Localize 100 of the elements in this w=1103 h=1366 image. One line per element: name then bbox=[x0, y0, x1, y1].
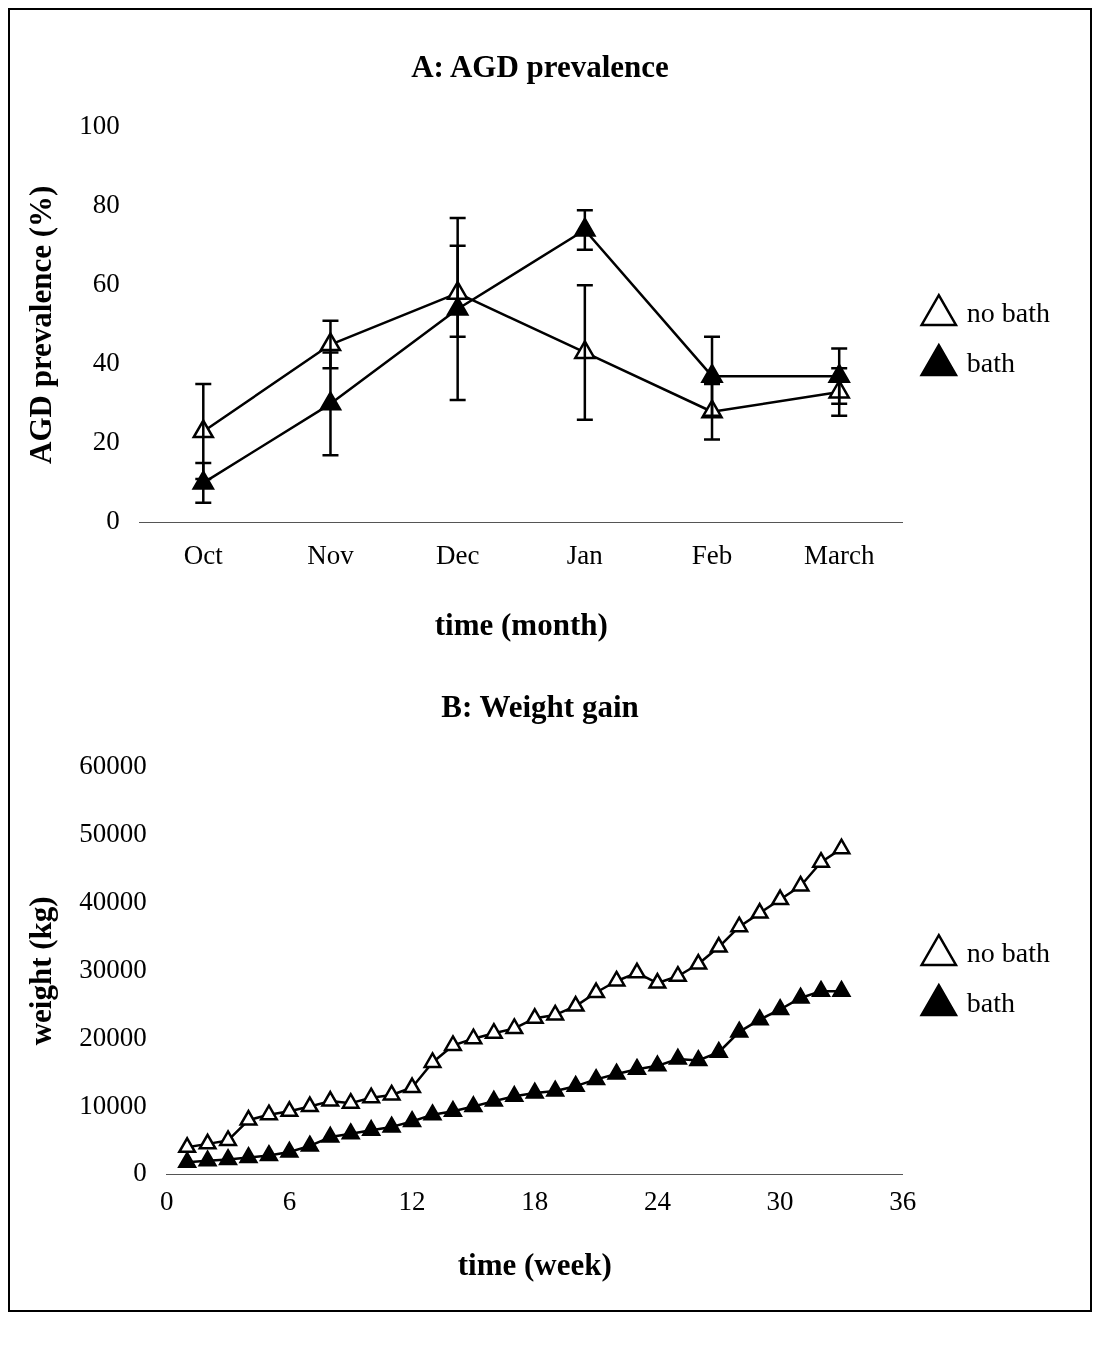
point bbox=[423, 1052, 442, 1069]
point bbox=[239, 1109, 258, 1126]
point bbox=[709, 1041, 728, 1058]
point bbox=[668, 1048, 687, 1065]
point bbox=[280, 1141, 299, 1158]
x-tick-label: Oct bbox=[183, 539, 224, 570]
point bbox=[648, 972, 667, 989]
point bbox=[730, 916, 749, 933]
point bbox=[627, 962, 647, 979]
point bbox=[607, 970, 626, 987]
y-tick-label: 60000 bbox=[79, 750, 147, 781]
point bbox=[464, 1028, 483, 1045]
point bbox=[259, 1145, 278, 1162]
point bbox=[771, 889, 790, 906]
point bbox=[505, 1018, 524, 1035]
point bbox=[239, 1147, 258, 1164]
point bbox=[443, 1035, 462, 1052]
y-tick-label: 20 bbox=[92, 426, 120, 457]
point bbox=[587, 982, 606, 999]
y-tick-label: 40000 bbox=[79, 886, 147, 917]
y-tick-label: 100 bbox=[79, 110, 120, 141]
point bbox=[832, 980, 851, 997]
point bbox=[178, 1151, 197, 1168]
point bbox=[464, 1096, 483, 1113]
legend-label: bath bbox=[966, 347, 1016, 379]
x-tick-label: 36 bbox=[889, 1185, 917, 1216]
x-axis-title: time (week) bbox=[457, 1247, 612, 1283]
point bbox=[198, 1150, 217, 1167]
point bbox=[382, 1116, 401, 1133]
point bbox=[300, 1096, 319, 1113]
point bbox=[341, 1123, 360, 1140]
legend-label: no bath bbox=[966, 297, 1051, 329]
y-tick-label: 0 bbox=[133, 1157, 147, 1188]
x-tick-label: Dec bbox=[435, 539, 480, 570]
point bbox=[811, 980, 831, 997]
point bbox=[505, 1086, 524, 1103]
point bbox=[341, 1092, 360, 1109]
point bbox=[403, 1111, 422, 1128]
point bbox=[648, 1055, 667, 1072]
point bbox=[525, 1008, 544, 1025]
point bbox=[709, 936, 728, 953]
point bbox=[321, 1126, 340, 1143]
y-tick-label: 50000 bbox=[79, 818, 147, 849]
point bbox=[627, 1058, 647, 1075]
y-tick-label: 30000 bbox=[79, 953, 147, 984]
chart-title: A: AGD prevalence bbox=[411, 48, 669, 84]
y-axis-title: weight (kg) bbox=[22, 896, 58, 1046]
point bbox=[791, 987, 810, 1004]
x-tick-label: 24 bbox=[643, 1185, 672, 1216]
y-tick-label: 10000 bbox=[79, 1089, 147, 1120]
point bbox=[362, 1120, 381, 1137]
x-tick-label: 30 bbox=[766, 1185, 794, 1216]
point bbox=[300, 1135, 319, 1152]
point bbox=[689, 1050, 708, 1067]
point bbox=[382, 1084, 401, 1101]
point bbox=[178, 1137, 197, 1153]
y-tick-label: 60 bbox=[92, 268, 120, 299]
point bbox=[750, 1009, 769, 1026]
legend-label: no bath bbox=[966, 937, 1051, 969]
x-tick-label: 18 bbox=[521, 1185, 549, 1216]
point bbox=[443, 1101, 462, 1118]
point bbox=[546, 1080, 565, 1097]
point bbox=[566, 1075, 585, 1092]
point bbox=[566, 995, 585, 1012]
x-tick-label: 0 bbox=[159, 1185, 174, 1216]
point bbox=[321, 1090, 340, 1107]
x-tick-label: Nov bbox=[307, 539, 355, 570]
point bbox=[587, 1069, 606, 1086]
point bbox=[362, 1087, 381, 1104]
point bbox=[668, 965, 687, 982]
y-axis-title: AGD prevalence (%) bbox=[22, 185, 58, 464]
point bbox=[689, 953, 708, 970]
x-tick-label: 6 bbox=[282, 1185, 297, 1216]
point bbox=[259, 1104, 278, 1121]
point bbox=[219, 1149, 238, 1166]
point bbox=[280, 1101, 299, 1118]
y-tick-label: 40 bbox=[92, 347, 120, 378]
point bbox=[546, 1004, 565, 1021]
x-tick-label: March bbox=[803, 539, 875, 570]
x-tick-label: Feb bbox=[691, 539, 733, 570]
legend-label: bath bbox=[966, 987, 1016, 1019]
point bbox=[771, 999, 790, 1016]
point bbox=[811, 851, 831, 868]
point bbox=[423, 1104, 442, 1121]
point bbox=[484, 1022, 503, 1039]
x-tick-label: 12 bbox=[398, 1185, 426, 1216]
x-axis-title: time (month) bbox=[434, 607, 608, 643]
chart-title: B: Weight gain bbox=[441, 688, 639, 724]
y-tick-label: 80 bbox=[92, 189, 120, 220]
y-tick-label: 20000 bbox=[79, 1021, 147, 1052]
point bbox=[219, 1130, 238, 1147]
point bbox=[791, 875, 810, 892]
y-tick-label: 0 bbox=[106, 505, 120, 536]
point bbox=[198, 1133, 217, 1150]
point bbox=[730, 1021, 749, 1038]
point bbox=[484, 1090, 503, 1107]
point bbox=[750, 902, 769, 919]
point bbox=[607, 1063, 626, 1080]
point bbox=[574, 217, 596, 237]
point bbox=[525, 1082, 544, 1099]
